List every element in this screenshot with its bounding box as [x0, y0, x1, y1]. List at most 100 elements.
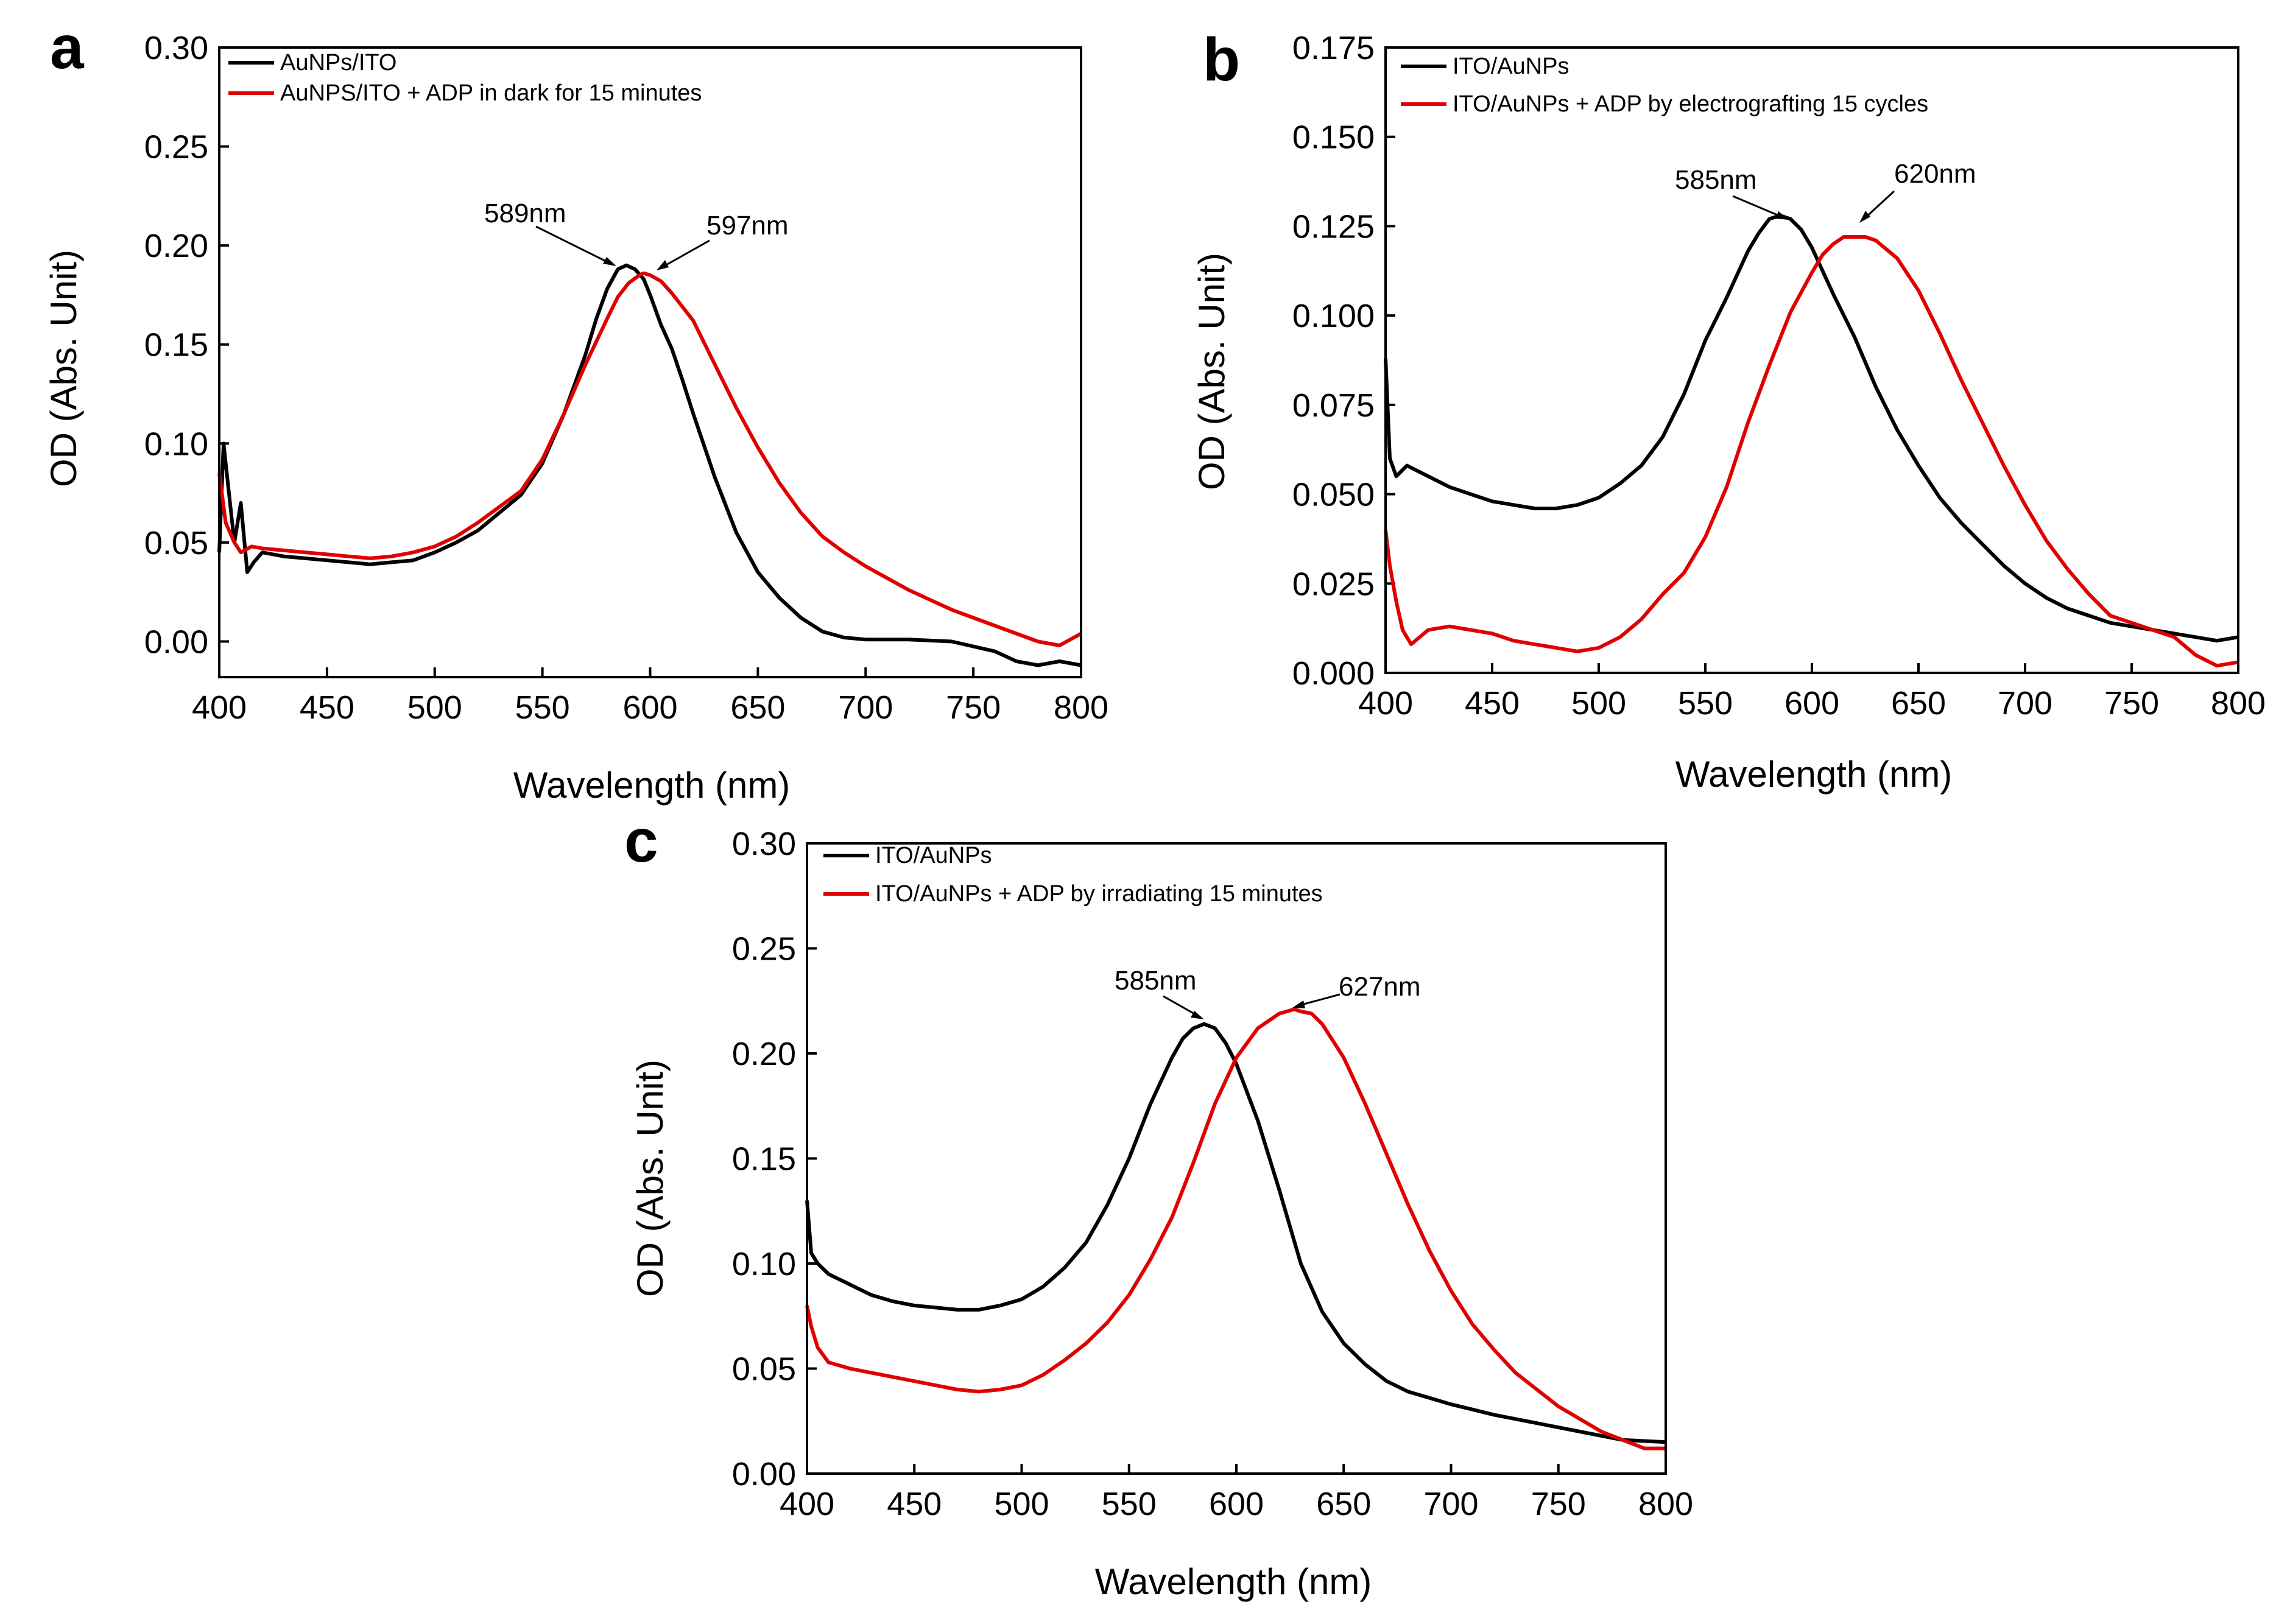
- y-tick-label-b: 0.075: [1292, 387, 1375, 424]
- legend-label-a-1: AuNPs/ITO: [280, 50, 396, 76]
- x-tick-label-c: 700: [1423, 1486, 1478, 1522]
- y-tick-label-c: 0.05: [732, 1351, 796, 1388]
- y-axis-title-c: OD (Abs. Unit): [630, 1060, 671, 1297]
- peak-annotation-b-2: 620nm: [1894, 159, 1976, 189]
- x-tick-label-b: 600: [1784, 685, 1839, 722]
- peak-annotation-c-2: 627nm: [1339, 972, 1421, 1002]
- x-tick-label-a: 400: [192, 689, 247, 726]
- y-tick-label-c: 0.00: [732, 1456, 796, 1492]
- series-line-a-2: [217, 271, 1082, 647]
- y-tick-label-c: 0.15: [732, 1141, 796, 1178]
- series-line-c-1: [805, 1022, 1666, 1444]
- legend-b: ITO/AuNPs ITO/AuNPs + ADP by electrograf…: [1401, 54, 1928, 117]
- y-axis-title-b: OD (Abs. Unit): [1191, 253, 1232, 490]
- annotation-arrow-a-1: [535, 225, 613, 265]
- legend-label-c-2: ITO/AuNPs + ADP by irradiating 15 minute…: [875, 881, 1323, 907]
- data-lines-a: [217, 263, 1082, 667]
- legend-a: AuNPs/ITO AuNPS/ITO + ADP in dark for 15…: [228, 50, 702, 106]
- peak-annotations-b: 585nm 620nm: [1675, 159, 1976, 223]
- y-tick-label-a: 0.20: [144, 228, 208, 264]
- peak-annotations-c: 585nm 627nm: [1115, 966, 1421, 1019]
- axis-ticks-a: 400 450 500 550 600 650 700 750 800 0.00 0.05 0.10 0…: [144, 30, 1108, 726]
- y-tick-label-c: 0.10: [732, 1246, 796, 1282]
- legend-label-a-2: AuNPS/ITO + ADP in dark for 15 minutes: [280, 80, 702, 106]
- y-tick-label-b: 0.125: [1292, 208, 1375, 245]
- chart-panel-b: b Wavelength (nm) OD (Abs. Unit) 400 450 5…: [1191, 26, 2266, 795]
- legend-c: ITO/AuNPs ITO/AuNPs + ADP by irradiating…: [823, 843, 1323, 907]
- x-tick-label-c: 450: [887, 1486, 942, 1522]
- y-tick-label-a: 0.00: [144, 624, 208, 660]
- x-tick-label-c: 400: [780, 1486, 834, 1522]
- annotation-arrowhead-c-2: [1292, 1000, 1305, 1008]
- chart-panel-c: c Wavelength (nm) OD (Abs. Unit) 400 450 5…: [624, 807, 1693, 1602]
- axis-ticks-c: 400 450 500 550 600 650 700 750 800 0.00 0.05 0.10 0…: [732, 826, 1693, 1522]
- y-tick-label-b: 0.025: [1292, 566, 1375, 602]
- y-axis-title-a: OD (Abs. Unit): [43, 250, 84, 487]
- x-tick-label-a: 750: [946, 689, 1001, 726]
- y-tick-label-a: 0.15: [144, 327, 208, 364]
- x-tick-label-c: 650: [1316, 1486, 1371, 1522]
- x-tick-label-b: 700: [1998, 685, 2052, 722]
- panel-label-a: a: [50, 13, 85, 82]
- legend-label-b-1: ITO/AuNPs: [1453, 54, 1569, 79]
- annotation-arrow-b-2: [1862, 190, 1895, 220]
- series-line-c-2: [805, 1007, 1666, 1450]
- x-tick-label-b: 800: [2211, 685, 2266, 722]
- x-tick-label-a: 550: [515, 689, 570, 726]
- annotation-arrowhead-b-2: [1859, 211, 1870, 223]
- x-tick-label-b: 450: [1465, 685, 1520, 722]
- x-axis-title-b: Wavelength (nm): [1675, 754, 1953, 795]
- peak-annotations-a: 589nm 597nm: [484, 199, 789, 270]
- x-axis-title-a: Wavelength (nm): [513, 765, 791, 806]
- y-tick-label-b: 0.050: [1292, 477, 1375, 513]
- peak-annotation-a-2: 597nm: [706, 211, 789, 241]
- x-tick-label-c: 550: [1102, 1486, 1157, 1522]
- y-tick-label-a: 0.25: [144, 129, 208, 166]
- series-line-a-1: [217, 263, 1082, 667]
- x-tick-label-b: 650: [1891, 685, 1946, 722]
- x-tick-label-a: 450: [300, 689, 354, 726]
- x-tick-label-c: 800: [1638, 1486, 1693, 1522]
- y-tick-label-b: 0.100: [1292, 298, 1375, 334]
- series-line-b-1: [1384, 213, 2239, 643]
- annotation-arrow-b-1: [1732, 195, 1785, 219]
- annotation-arrowhead-a-2: [657, 260, 669, 270]
- annotation-arrow-a-2: [660, 239, 710, 269]
- chart-panel-a: a Wavelength (nm) OD (Abs. Unit) 400 450 5…: [43, 13, 1108, 806]
- plot-frame-b: [1384, 46, 2239, 674]
- x-tick-label-a: 650: [730, 689, 785, 726]
- x-tick-label-c: 600: [1209, 1486, 1264, 1522]
- peak-annotation-c-1: 585nm: [1115, 966, 1197, 996]
- x-tick-label-b: 400: [1358, 685, 1413, 722]
- y-tick-label-a: 0.30: [144, 30, 208, 66]
- x-tick-label-a: 700: [838, 689, 893, 726]
- y-tick-label-b: 0.150: [1292, 119, 1375, 156]
- legend-label-b-2: ITO/AuNPs + ADP by electrografting 15 cy…: [1453, 91, 1928, 117]
- x-tick-label-c: 750: [1531, 1486, 1586, 1522]
- y-tick-label-c: 0.30: [732, 826, 796, 862]
- x-tick-label-b: 550: [1678, 685, 1733, 722]
- annotation-arrowhead-a-1: [603, 257, 616, 266]
- y-tick-label-b: 0.175: [1292, 30, 1375, 66]
- x-tick-label-b: 500: [1571, 685, 1626, 722]
- peak-annotation-a-1: 589nm: [484, 199, 566, 228]
- legend-label-c-1: ITO/AuNPs: [875, 843, 992, 868]
- plot-frame-a: [218, 46, 1082, 678]
- x-axis-title-c: Wavelength (nm): [1095, 1561, 1372, 1602]
- annotation-arrowhead-b-1: [1775, 211, 1789, 220]
- y-tick-label-b: 0.000: [1292, 655, 1375, 692]
- plot-frame-c: [806, 842, 1667, 1475]
- annotation-arrowhead-c-1: [1191, 1011, 1204, 1019]
- x-tick-label-c: 500: [994, 1486, 1049, 1522]
- panel-label-b: b: [1203, 26, 1240, 94]
- y-tick-label-a: 0.10: [144, 426, 208, 462]
- data-lines-b: [1384, 213, 2239, 668]
- x-tick-label-a: 600: [622, 689, 677, 726]
- data-lines-c: [805, 1007, 1666, 1450]
- x-tick-label-b: 750: [2104, 685, 2159, 722]
- x-tick-label-a: 800: [1054, 689, 1108, 726]
- annotation-arrow-c-2: [1297, 993, 1341, 1007]
- y-tick-label-c: 0.20: [732, 1036, 796, 1072]
- x-tick-label-a: 500: [407, 689, 462, 726]
